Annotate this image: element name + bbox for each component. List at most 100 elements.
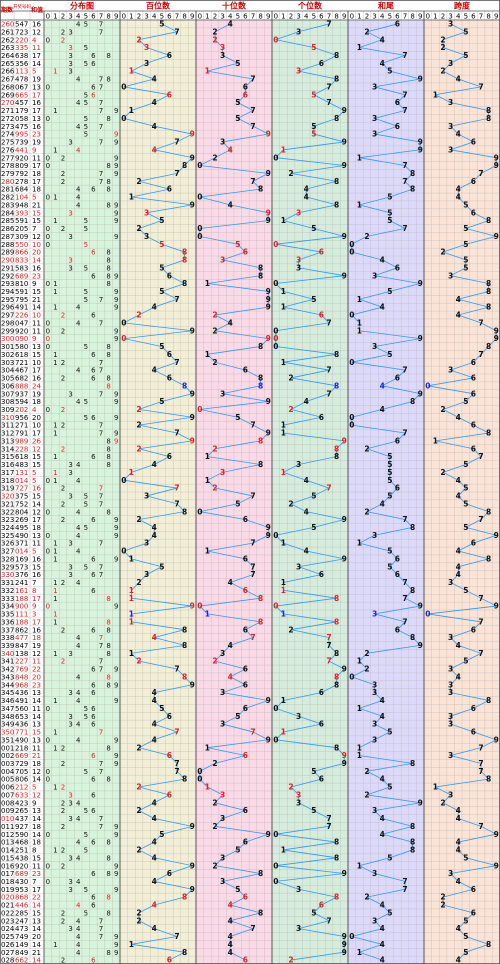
distribution-digit: 9 <box>114 831 118 839</box>
hundreds-point: 3 <box>144 492 149 501</box>
span-point: 4 <box>456 476 461 485</box>
hundreds-point: 7 <box>174 169 179 178</box>
hundreds-point: 2 <box>136 224 141 233</box>
sum-cell: 10 <box>32 312 41 320</box>
hundreds-point: 4 <box>152 688 157 697</box>
span-point: 6 <box>471 908 476 917</box>
sum-tail-point: 1 <box>357 948 362 957</box>
hundreds-point: 8 <box>182 507 187 516</box>
units-point: 6 <box>319 59 324 68</box>
header-digit-label: 1 <box>357 12 361 20</box>
units-point: 0 <box>273 279 278 288</box>
span-point: 2 <box>440 67 445 76</box>
distribution-digit: 9 <box>114 209 118 217</box>
distribution-digit: 9 <box>114 398 118 406</box>
distribution-digit: 1 <box>53 68 57 76</box>
sum-tail-point: 3 <box>372 916 377 925</box>
units-point: 7 <box>326 389 331 398</box>
span-point: 4 <box>456 413 461 422</box>
distribution-digit: 8 <box>106 681 110 689</box>
header-digit-label: 6 <box>243 12 248 20</box>
draw-cell: 937 <box>15 390 28 398</box>
tens-point: 9 <box>266 397 271 406</box>
span-point: 9 <box>494 735 499 744</box>
period-cell: 294 <box>1 288 15 296</box>
period-cell: 285 <box>1 217 14 225</box>
hundreds-point: 9 <box>190 130 195 139</box>
hundreds-point: 4 <box>152 838 157 847</box>
tens-point: 0 <box>197 767 202 776</box>
period-cell: 028 <box>1 957 14 964</box>
units-point: 8 <box>334 200 339 209</box>
period-cell: 268 <box>1 83 14 91</box>
tens-point: 7 <box>250 492 255 501</box>
tens-point: 8 <box>258 263 263 272</box>
hundreds-point: 4 <box>152 901 157 910</box>
tens-point: 6 <box>243 665 248 674</box>
tens-point: 3 <box>220 389 225 398</box>
draw-cell: 227 <box>15 658 28 666</box>
period-cell: 006 <box>1 784 15 792</box>
hundreds-point: 6 <box>167 869 172 878</box>
distribution-digit: 7 <box>99 422 103 430</box>
distribution-digit: 3 <box>68 815 72 823</box>
draw-cell: 490 <box>15 532 28 540</box>
tens-point: 9 <box>266 531 271 540</box>
period-cell: 019 <box>1 886 14 894</box>
period-cell: 337 <box>1 626 14 634</box>
draw-cell: 014 <box>15 548 29 556</box>
units-point: 9 <box>342 232 347 241</box>
header-digit-label: 4 <box>304 12 309 20</box>
distribution-digit: 7 <box>99 540 103 548</box>
period-cell: 316 <box>1 461 15 469</box>
period-cell: 349 <box>1 721 14 729</box>
hundreds-point: 4 <box>152 531 157 540</box>
span-point: 4 <box>456 956 461 964</box>
sum-tail-point: 3 <box>372 869 377 878</box>
distribution-digit: 6 <box>91 587 96 595</box>
hundreds-point: 8 <box>182 381 187 390</box>
sum-tail-point: 7 <box>402 429 407 438</box>
span-point: 7 <box>478 617 483 626</box>
sum-tail-point: 7 <box>402 224 407 233</box>
sum-tail-point: 2 <box>364 649 369 658</box>
sum-cell: 15 <box>32 909 41 917</box>
header-digit-label: 4 <box>76 12 81 20</box>
sum-tail-point: 9 <box>418 75 423 84</box>
distribution-digit: 7 <box>99 500 103 508</box>
sum-tail-point: 5 <box>387 468 392 477</box>
span-point: 3 <box>448 751 453 760</box>
span-point: 2 <box>440 35 445 44</box>
tens-point: 6 <box>243 893 248 902</box>
distribution-digit: 1 <box>53 587 57 595</box>
sum-tail-point: 5 <box>387 728 392 737</box>
distribution-digit: 6 <box>91 791 96 799</box>
distribution-digit: 6 <box>91 776 96 784</box>
distribution-digit: 9 <box>114 870 118 878</box>
draw-cell: 113 <box>15 68 28 76</box>
distribution-digit: 9 <box>114 335 118 343</box>
distribution-digit: 4 <box>76 799 81 807</box>
draw-cell: 804 <box>15 508 29 516</box>
sum-tail-point: 6 <box>395 20 400 29</box>
tens-point: 0 <box>197 775 202 784</box>
distribution-digit: 7 <box>99 123 103 131</box>
period-cell: 320 <box>1 493 14 501</box>
distribution-digit: 0 <box>46 335 50 343</box>
tens-point: 7 <box>250 539 255 548</box>
distribution-digit: 6 <box>91 713 96 721</box>
span-point: 4 <box>456 846 461 855</box>
distribution-digit: 9 <box>114 532 118 540</box>
sum-cell: 16 <box>32 555 41 563</box>
period-cell: 005 <box>1 776 14 784</box>
sum-tail-point: 0 <box>349 240 354 249</box>
sum-tail-point: 4 <box>380 405 385 414</box>
hundreds-point: 2 <box>136 444 141 453</box>
header-digit-label: 2 <box>137 12 141 20</box>
distribution-digit: 4 <box>76 949 81 957</box>
hundreds-point: 4 <box>152 720 157 729</box>
tens-point: 1 <box>205 279 210 288</box>
span-point: 6 <box>471 885 476 894</box>
distribution-digit: 3 <box>68 28 72 36</box>
period-cell: 310 <box>1 414 14 422</box>
